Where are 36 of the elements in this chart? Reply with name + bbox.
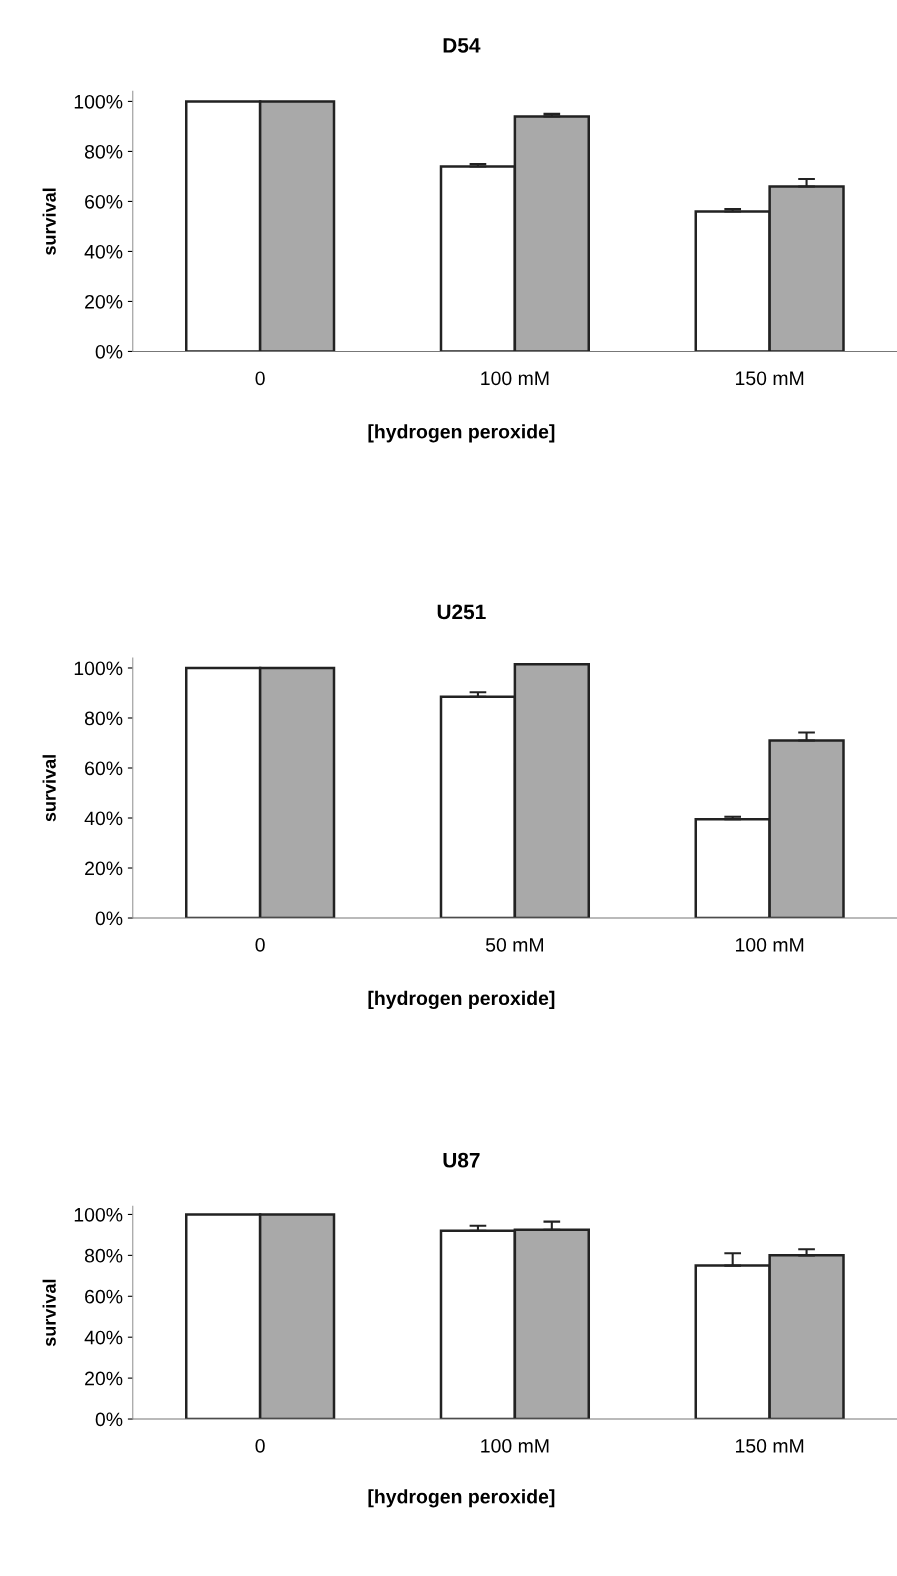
- y-tick-label: 80%: [84, 144, 123, 159]
- y-tick-label: 60%: [85, 1289, 123, 1304]
- y-axis-title: survival: [42, 1279, 56, 1347]
- x-tick-label: 100 mM: [481, 1438, 549, 1453]
- x-tick-label: 0: [255, 937, 265, 952]
- y-axis-title: survival: [42, 188, 56, 255]
- y-tick-label: 100%: [74, 1207, 123, 1222]
- y-axis-title: survival: [42, 755, 56, 822]
- chart-title: D54: [443, 38, 481, 53]
- y-tick-label: 20%: [85, 294, 123, 309]
- y-tick-label: 40%: [84, 1330, 123, 1345]
- x-axis-title: [hydrogen peroxide]: [368, 990, 555, 1010]
- y-tick-label: 60%: [85, 761, 123, 776]
- y-tick-label: 60%: [85, 194, 123, 209]
- x-tick-label: 50 mM: [485, 937, 543, 952]
- x-axis-title: [hydrogen peroxide]: [368, 424, 555, 443]
- y-tick-label: 20%: [85, 861, 123, 876]
- x-tick-label: 100 mM: [735, 937, 804, 952]
- x-tick-label: 150 mM: [735, 1438, 804, 1453]
- y-tick-label: 100%: [74, 94, 123, 109]
- y-tick-label: 0%: [95, 1412, 123, 1427]
- y-tick-label: 20%: [85, 1371, 123, 1386]
- x-axis-title: [hydrogen peroxide]: [368, 1489, 555, 1508]
- y-tick-label: 0%: [95, 344, 123, 359]
- y-tick-label: 40%: [84, 811, 123, 826]
- chart-title: U87: [443, 1152, 480, 1168]
- y-tick-label: 80%: [84, 1248, 123, 1263]
- x-tick-label: 100 mM: [481, 371, 549, 386]
- y-tick-label: 80%: [84, 711, 123, 726]
- x-tick-label: 150 mM: [735, 371, 804, 386]
- y-tick-label: 40%: [84, 244, 123, 259]
- y-tick-label: 0%: [95, 911, 123, 926]
- y-tick-label: 100%: [74, 661, 123, 676]
- chart-title: U251: [437, 604, 486, 620]
- x-tick-label: 0: [255, 1438, 265, 1453]
- x-tick-label: 0: [255, 371, 265, 386]
